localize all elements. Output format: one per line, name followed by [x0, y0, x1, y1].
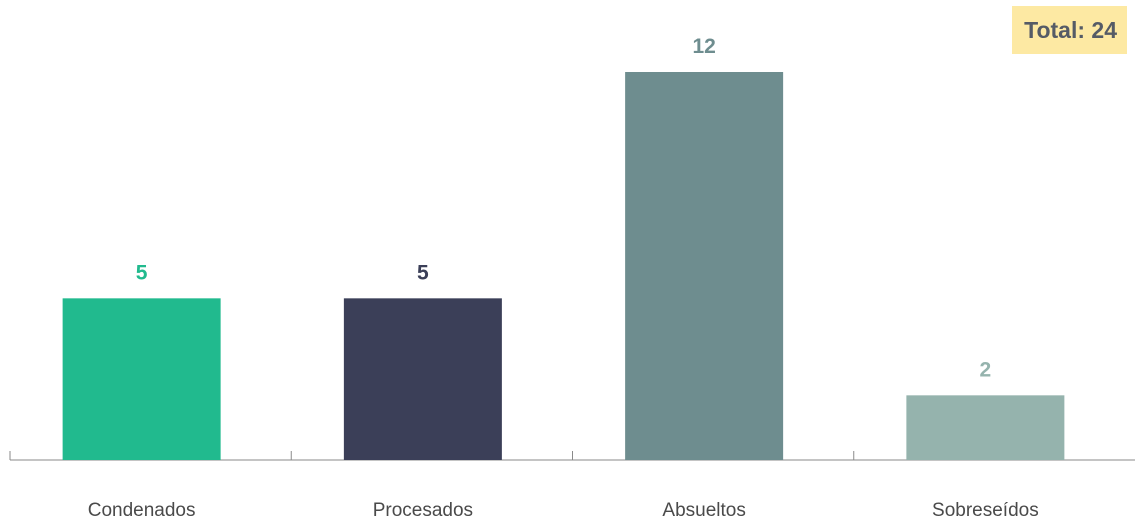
value-label-procesados: 5: [417, 261, 429, 284]
value-label-absueltos: 12: [692, 35, 715, 58]
bar-absueltos: [625, 72, 784, 460]
value-label-sobreseídos: 2: [980, 358, 992, 381]
category-label-sobreseídos: Sobreseídos: [932, 500, 1039, 521]
bar-procesados: [343, 298, 502, 460]
category-labels: Condenados Procesados Absueltos Sobreseídos: [88, 500, 1039, 521]
bar-sobreseídos: [906, 395, 1065, 460]
value-label-condenados: 5: [136, 261, 148, 284]
bar-condenados: [62, 298, 221, 460]
category-label-condenados: Condenados: [88, 500, 196, 521]
total-badge: Total: 24: [1012, 6, 1127, 54]
category-label-absueltos: Absueltos: [662, 500, 745, 521]
category-label-procesados: Procesados: [373, 500, 473, 521]
bars: [62, 72, 1065, 460]
value-labels: 5 5 12 2: [136, 35, 991, 381]
